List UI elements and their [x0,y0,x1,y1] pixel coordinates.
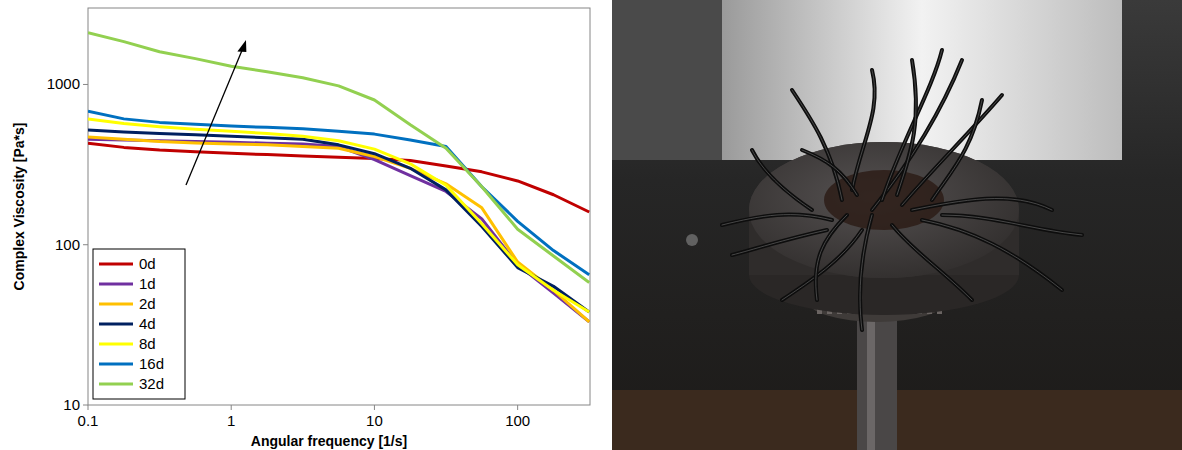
y-tick-label: 1000 [47,75,80,92]
y-axis-title: Complex Viscosity [Pa*s] [11,123,27,291]
fiber [802,150,857,195]
legend-swatch [99,323,133,326]
fiber [892,225,972,300]
legend-label: 2d [139,295,156,312]
x-tick [231,405,232,410]
fiber [932,100,982,200]
fiber-highlight [792,90,842,200]
legend-swatch [99,363,133,366]
fiber [816,215,847,300]
y-tick-label: 10 [63,396,80,413]
legend-swatch [99,283,133,286]
legend-label: 16d [139,355,164,372]
y-tick [83,405,88,406]
fiber [860,215,872,330]
legend-box [93,249,185,399]
fiber-highlight [892,225,972,300]
legend-label: 0d [139,255,156,272]
fiber-highlight [802,150,857,195]
x-tick [88,405,89,410]
fiber-highlight [932,100,982,200]
fiber-highlight [816,215,847,300]
dark-panel [612,0,722,160]
trend-arrow [186,48,243,185]
legend-swatch [99,383,133,386]
fiber-highlight [732,230,827,255]
legend-label: 32d [139,375,164,392]
reflection [686,234,698,246]
fiber-highlight [860,215,872,330]
x-axis-title: Angular frequency [1/s] [251,433,407,449]
shaft-highlight [867,300,875,450]
x-tick-label: 100 [505,412,530,429]
fiber-highlight [752,150,812,210]
legend: 0d 1d 2d 4d 8d 16d 32d [93,249,185,399]
legend-swatch [99,263,133,266]
fiber [882,50,942,200]
fiber [942,215,1082,235]
legend-label: 8d [139,335,156,352]
x-tick-label: 10 [366,412,383,429]
disc-top [749,142,1019,278]
legend-swatch [99,343,133,346]
fiber-highlight [897,60,916,195]
fiber-highlight [942,215,1082,235]
y-tick-label: 100 [55,236,80,253]
fiber-highlight [852,70,875,190]
y-tick [83,244,88,245]
fiber [722,215,832,225]
x-tick-label: 0.1 [78,412,99,429]
x-tick [374,405,375,410]
fiber [732,230,827,255]
plot-frame [88,8,590,405]
photo [612,0,1182,450]
chart: 10 100 1000 0.1 1 10 100 Angular frequency [1/s… [0,0,606,450]
legend-label: 1d [139,275,156,292]
fiber [852,70,875,190]
photo-background [612,0,1182,450]
y-tick [83,84,88,85]
fiber-highlight [782,230,862,300]
fiber [897,60,916,195]
x-tick-label: 1 [227,412,235,429]
legend-label: 4d [139,315,156,332]
series-line [88,33,589,283]
disc-face [749,142,1019,278]
fiber-highlight [882,50,942,200]
fiber-highlight [722,215,832,225]
fiber [752,150,812,210]
legend-swatch [99,303,133,306]
x-tick [517,405,518,410]
fiber [792,90,842,200]
trend-arrow-head [237,40,247,52]
fiber [782,230,862,300]
series-line [88,143,589,212]
